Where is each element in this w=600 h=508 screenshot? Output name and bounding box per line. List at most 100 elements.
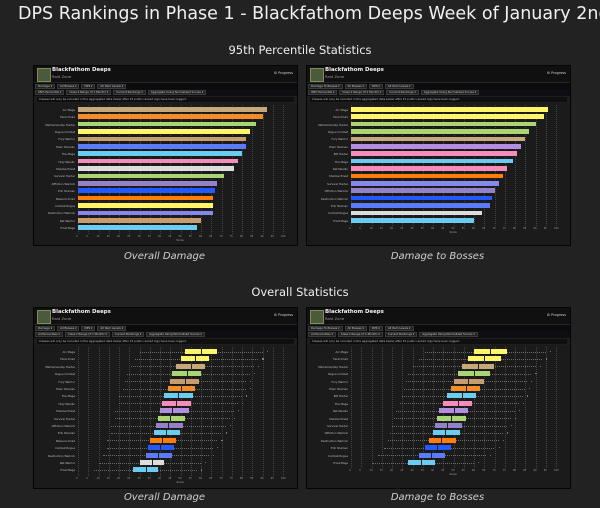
x-tick-label: 95 [270,234,274,238]
item-level-dropdown[interactable]: All Item Levels ▾ [384,326,414,332]
spec-label: Shadow Priest [56,167,75,171]
aggregate-dropdown[interactable]: Aggregate Using Normalized Scores ▾ [147,90,207,96]
x-tick-label: 65 [209,234,213,238]
spec-label: Rogue Combat [328,130,348,134]
metric-dropdown[interactable]: Damage To Bosses ▾ [308,84,343,90]
spec-label: Frost Mage [333,461,348,465]
grid-line [515,347,516,469]
grid-line [402,105,404,227]
dps-dropdown[interactable]: DPS ▾ [81,326,96,332]
grid-line [252,347,254,476]
box-iqr [147,445,175,451]
boss-dropdown[interactable]: All Bosses ▾ [344,326,367,332]
spec-label: Marksmanship Hunter [45,122,75,127]
aggregate-dropdown[interactable]: Aggregate Using Normalized Scores ▾ [420,90,480,96]
progress-link[interactable]: ⚙ Progress [273,313,293,317]
percentile-dropdown[interactable]: 95th Percentile ▾ [308,90,338,96]
metric-dropdown[interactable]: Damage ▾ [35,84,56,90]
box-iqr [453,378,485,384]
boss-dropdown[interactable]: All Bosses ▾ [344,84,367,90]
range-dropdown[interactable]: Class ▾ Range (if 1 Month) ▾ [339,90,385,96]
spec-label: Ret Warrior [59,218,75,223]
x-tick-label: 40 [158,476,162,480]
spec-bar [351,114,544,119]
spec-label: Combat Rogue [55,446,75,451]
percentile-dropdown[interactable]: 95th Percentile ▾ [35,90,65,96]
grid-line [453,105,455,227]
progress-link[interactable]: ⚙ Progress [273,71,293,75]
outlier-dot [221,439,223,441]
dps-dropdown[interactable]: DPS ▾ [368,84,383,90]
grid-line [433,105,434,227]
filter-bar: 95th Percentile ▾ Class ▾ Range (if 1 Mon… [307,89,570,96]
percentile-section-title: 95th Percentile Statistics [228,43,372,57]
x-tick-label: 60 [199,234,203,238]
grid-line [108,347,110,476]
box-median [194,356,196,362]
percentile-dropdown[interactable]: All Percentiles ▾ [308,332,336,338]
spec-label: Rogue Combat [328,372,348,377]
x-tick-label: 60 [199,476,203,480]
grid-line [443,347,445,469]
outlier-dot [510,425,512,427]
aggregate-note: Classes will only be included in the agg… [310,97,567,102]
outlier-dot [200,469,203,471]
aggregate-dropdown[interactable]: Aggregate Using Normalized Scores ▾ [419,332,478,338]
x-tick-label: 95 [270,476,274,480]
outlier-dot [250,388,252,390]
box-iqr [160,408,189,414]
item-level-dropdown[interactable]: All Item Levels ▾ [384,84,414,90]
spec-label: Fury Warrior [58,379,75,384]
grid-line [272,347,274,476]
grid-line [484,105,486,227]
progress-link[interactable]: ⚙ Progress [546,71,566,75]
dps-dropdown[interactable]: DPS ▾ [368,326,383,332]
x-tick-label: 70 [492,227,496,231]
boss-dropdown[interactable]: All Bosses ▾ [57,326,80,332]
x-tick-label: 55 [461,227,465,231]
dps-dropdown[interactable]: DPS ▾ [81,84,96,90]
box-iqr [149,437,177,443]
aggregate-dropdown[interactable]: Aggregate Using Normalized Scores ▾ [146,332,205,338]
percentile-dropdown[interactable]: All Percentiles ▾ [35,332,63,338]
box-median [467,378,469,384]
metric-dropdown[interactable]: Damage ▾ [35,326,56,332]
rankings-dropdown[interactable]: Current Rankings ▾ [386,90,419,96]
item-level-dropdown[interactable]: All Item Levels ▾ [97,84,127,90]
x-tick-label: 90 [533,227,537,231]
outlier-dot [246,395,248,397]
grid-line [412,105,414,227]
boss-dropdown[interactable]: All Bosses ▾ [57,84,80,90]
rankings-dropdown[interactable]: Current Rankings ▾ [384,332,418,338]
x-tick-label: 85 [250,476,254,480]
x-tick-label: 5 [359,469,361,473]
range-dropdown[interactable]: Class ▾ Range (if 1 Month) ▾ [337,332,383,338]
range-dropdown[interactable]: Class ▾ Range (if 1 Month) ▾ [64,332,110,338]
outlier-dot [527,395,529,397]
rankings-dropdown[interactable]: Current Rankings ▾ [113,90,146,96]
rankings-dropdown[interactable]: Current Rankings ▾ [111,332,145,338]
metric-dropdown[interactable]: Damage To Bosses ▾ [308,326,343,332]
spec-label: Elem Shaman [329,144,348,149]
spec-label: Frost Mage [60,468,75,473]
spec-bar [351,195,493,201]
spec-label: Fire Mage [335,401,348,406]
x-tick-label: 75 [229,476,233,480]
item-level-dropdown[interactable]: All Item Levels ▾ [97,326,127,332]
box-median [151,460,153,465]
x-tick-label: 10 [369,227,373,231]
progress-link[interactable]: ⚙ Progress [546,313,566,317]
grid-line [545,105,547,227]
x-tick-label: 100 [281,234,286,238]
spec-label: Fury Warrior [331,137,348,142]
range-dropdown[interactable]: Class ▾ Range (if 1 Month) ▾ [66,90,112,96]
x-tick-label: 65 [482,469,486,473]
x-axis-title: Score [176,480,184,484]
spec-label: Elem Shaman [56,144,75,149]
panel-header: Blackfathom Deeps Raid Zone ⚙ Progress [34,308,297,324]
spec-label: Fire Mage [62,394,75,399]
zone-name: Blackfathom Deeps [52,309,111,315]
spec-bar [78,158,238,164]
box-median [420,460,422,465]
box-iqr [467,356,501,362]
